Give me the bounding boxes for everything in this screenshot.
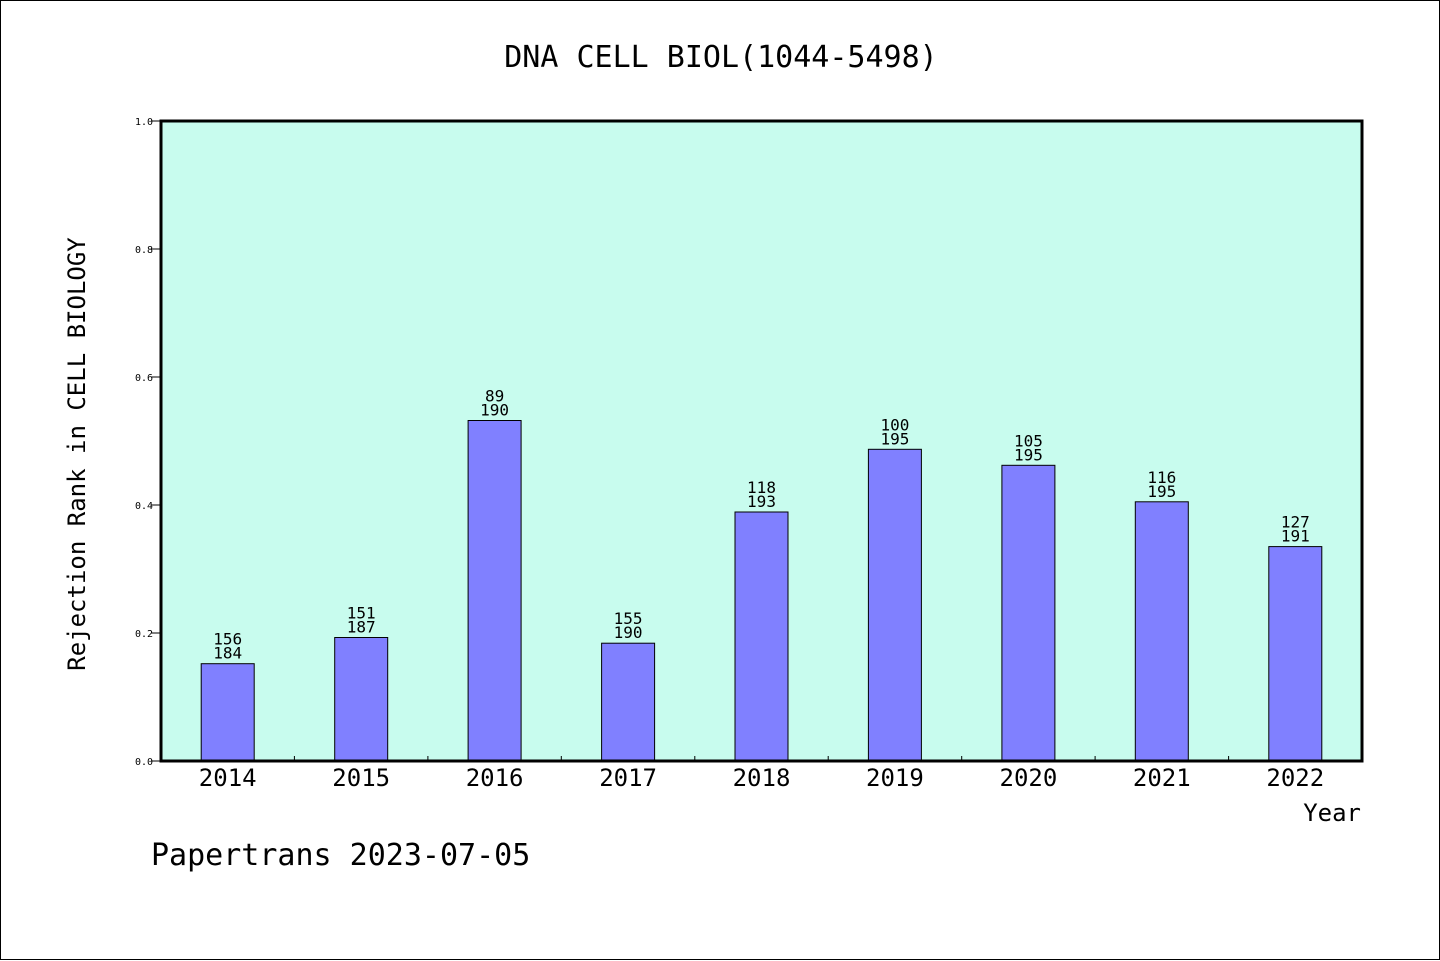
bar-label-bottom-2014: 184 xyxy=(213,644,242,663)
x-tick-label-2021: 2021 xyxy=(1133,764,1191,792)
bars-group xyxy=(200,420,1323,762)
bar-2022 xyxy=(1268,546,1323,762)
y-axis-ticks: 0.0 0.2 0.4 0.6 0.8 1.0 xyxy=(135,117,161,768)
plot-frame xyxy=(159,119,1364,763)
y-tick-label-3: 0.6 xyxy=(135,373,153,384)
bar-label-bottom-2017: 190 xyxy=(614,623,643,642)
bar-2014 xyxy=(200,663,255,762)
y-tick-label-1: 0.2 xyxy=(135,629,153,640)
bar-label-bottom-2019: 195 xyxy=(880,429,909,448)
bar-label-bottom-2015: 187 xyxy=(347,618,376,637)
bar-label-top-2016: 89 xyxy=(485,387,504,406)
bar-2018 xyxy=(734,511,789,762)
bar-2015 xyxy=(334,637,389,762)
x-tick-label-2022: 2022 xyxy=(1266,764,1324,792)
x-axis-ticks: 2014 2015 2016 2017 2018 2019 2020 2021 2022 xyxy=(199,756,1324,792)
bar-label-top-2015: 151 xyxy=(347,604,376,623)
bar-label-bottom-2018: 193 xyxy=(747,492,776,511)
x-axis-label: Year xyxy=(1303,799,1361,827)
y-tick-label-0: 0.0 xyxy=(135,757,153,768)
bar-label-bottom-2022: 191 xyxy=(1281,527,1310,546)
x-tick-label-2018: 2018 xyxy=(733,764,791,792)
y-tick-label-2: 0.4 xyxy=(135,501,153,512)
bar-label-bottom-2020: 195 xyxy=(1014,445,1043,464)
chart-title: DNA CELL BIOL(1044-5498) xyxy=(504,40,937,75)
bar-2017 xyxy=(601,642,656,762)
bar-2019 xyxy=(867,448,922,762)
x-tick-label-2020: 2020 xyxy=(1000,764,1058,792)
y-tick-label-5: 1.0 xyxy=(135,117,153,128)
bar-label-top-2017: 155 xyxy=(614,609,643,628)
x-tick-label-2014: 2014 xyxy=(199,764,257,792)
bar-label-top-2020: 105 xyxy=(1014,431,1043,450)
bar-label-bottom-2021: 195 xyxy=(1147,482,1176,501)
x-tick-label-2016: 2016 xyxy=(466,764,524,792)
bar-label-bottom-2016: 190 xyxy=(480,401,509,420)
footer-credit: Papertrans 2023-07-05 xyxy=(151,838,530,873)
bar-label-top-2014: 156 xyxy=(213,630,242,649)
y-axis-label: Rejection Rank in CELL BIOLOGY xyxy=(63,237,91,671)
bar-2016 xyxy=(467,420,522,762)
x-tick-label-2015: 2015 xyxy=(332,764,390,792)
bar-label-top-2019: 100 xyxy=(880,415,909,434)
bar-2020 xyxy=(1001,464,1056,762)
y-tick-label-4: 0.8 xyxy=(135,245,153,256)
x-tick-label-2019: 2019 xyxy=(866,764,924,792)
x-tick-label-2017: 2017 xyxy=(599,764,657,792)
bar-label-top-2021: 116 xyxy=(1147,468,1176,487)
bar-2021 xyxy=(1134,501,1189,762)
bar-label-top-2018: 118 xyxy=(747,478,776,497)
bar-label-top-2022: 127 xyxy=(1281,513,1310,532)
